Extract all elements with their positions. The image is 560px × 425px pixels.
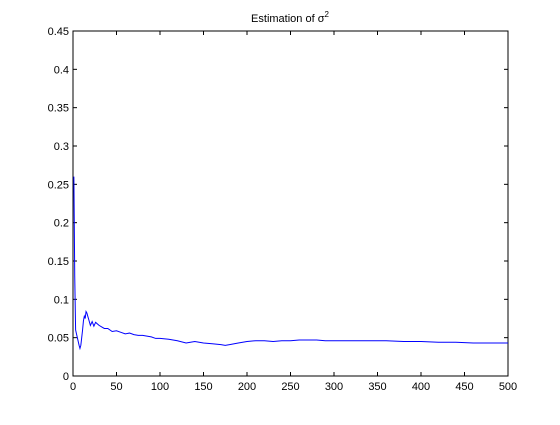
y-tick-label: 0.15 — [48, 256, 69, 268]
x-tick-label: 300 — [325, 381, 343, 393]
x-tick-label: 0 — [70, 381, 76, 393]
y-tick-label: 0.3 — [54, 141, 69, 153]
plot-area — [72, 30, 509, 377]
y-tick-label: 0.45 — [48, 26, 69, 38]
x-tick-label: 150 — [194, 381, 212, 393]
x-tick-label: 500 — [499, 381, 517, 393]
title-superscript: 2 — [325, 10, 330, 19]
x-tick-label: 350 — [368, 381, 386, 393]
series-group — [73, 176, 508, 351]
series-line — [73, 176, 508, 351]
x-tick-label: 200 — [238, 381, 256, 393]
y-tick-label: 0.25 — [48, 179, 69, 191]
x-tick-label: 250 — [281, 381, 299, 393]
y-tick-label: 0.35 — [48, 103, 69, 115]
chart-title: Estimation of σ2 — [251, 10, 329, 25]
axis-ticks: 0 50 100 150 200 250 300 350 400 450 500 0 0.05 0.1 0.… — [48, 26, 518, 393]
x-tick-label: 400 — [412, 381, 430, 393]
x-tick-label: 100 — [151, 381, 169, 393]
y-tick-label: 0 — [63, 371, 69, 383]
x-tick-label: 450 — [455, 381, 473, 393]
y-tick-label: 0.05 — [48, 333, 69, 345]
y-tick-label: 0.4 — [54, 64, 69, 76]
x-tick-label: 50 — [110, 381, 122, 393]
y-tick-label: 0.2 — [54, 218, 69, 230]
y-tick-label: 0.1 — [54, 294, 69, 306]
title-sigma-symbol: σ — [318, 13, 325, 25]
